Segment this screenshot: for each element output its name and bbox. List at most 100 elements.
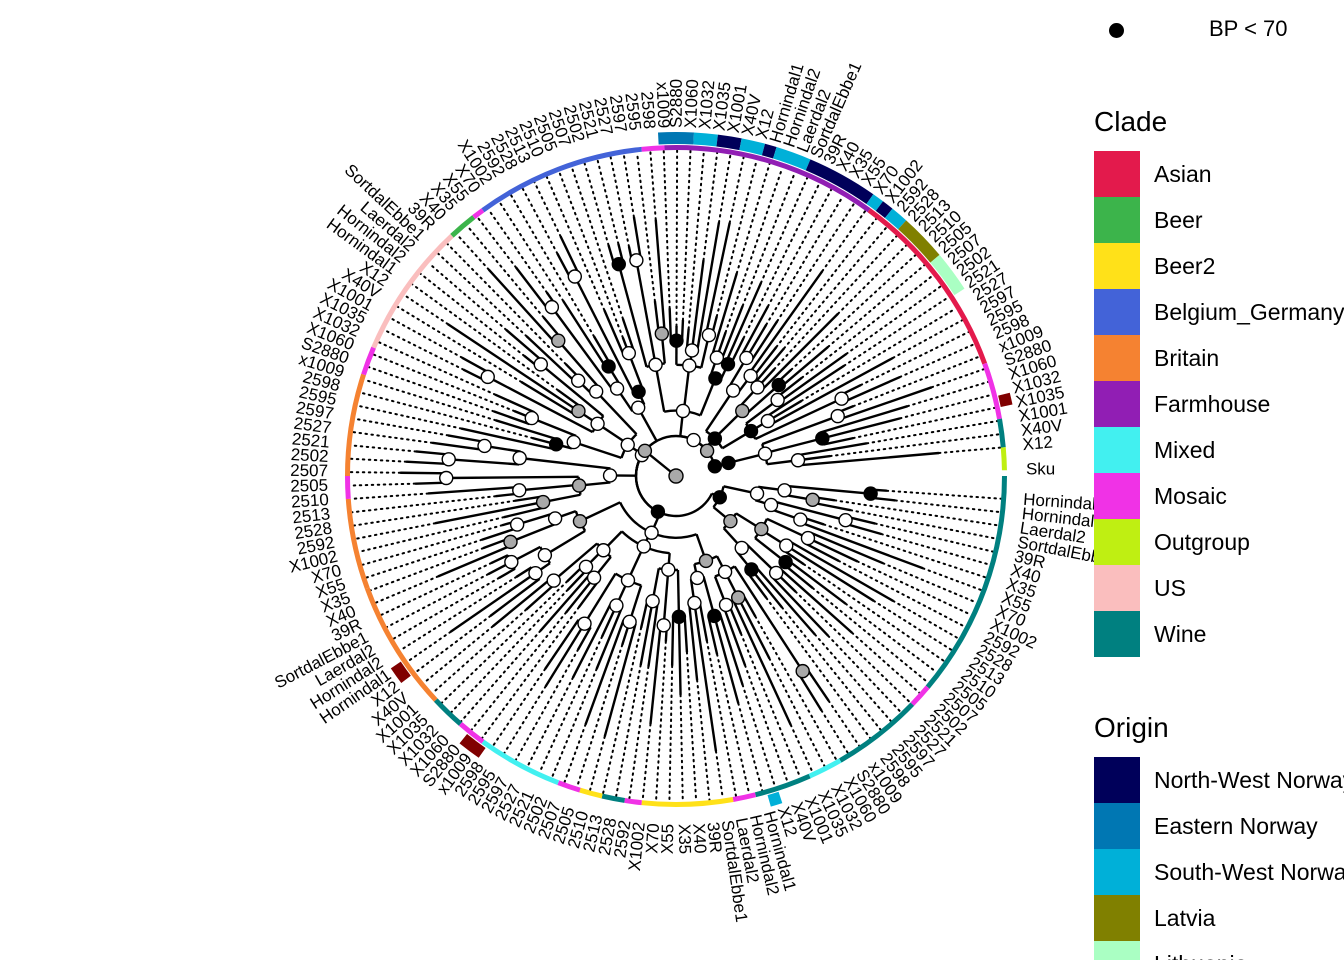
- bootstrap-node: [815, 431, 830, 446]
- clade-swatch: [1094, 289, 1140, 335]
- bootstrap-node: [708, 371, 723, 386]
- tip-labels: Hornindal1Hornindal2Laerdal2SortdalEbbe1…: [271, 59, 1120, 924]
- tip-guide-line: [427, 262, 508, 331]
- tip-label: 39R: [703, 821, 725, 854]
- bootstrap-node: [637, 443, 653, 459]
- clade-label: Belgium_Germany: [1154, 299, 1344, 325]
- origin-ring-segment: [459, 734, 486, 758]
- bootstrap-node: [551, 333, 566, 348]
- tip-guide-line: [685, 651, 698, 803]
- tip-guide-line: [820, 709, 849, 755]
- bootstrap-node: [699, 443, 715, 459]
- tip-guide-line: [813, 633, 892, 723]
- branch-radial: [490, 554, 509, 565]
- tip-guide-line: [521, 187, 559, 255]
- bootstrap-node: [735, 403, 750, 419]
- origin-swatch: [1094, 757, 1140, 803]
- branch-radial: [481, 526, 519, 541]
- tip-label: X70: [642, 823, 663, 854]
- origin-ring-segment: [866, 194, 884, 211]
- clade-legend-item: Outgroup: [1094, 519, 1344, 565]
- tip-guide-line: [856, 560, 972, 616]
- bootstrap-node: [602, 468, 618, 483]
- tip-guide-line: [859, 331, 970, 387]
- origin-ring-segment: [884, 208, 907, 230]
- tip-label: 2502: [290, 445, 329, 466]
- clade-ring-segment: [450, 215, 476, 238]
- clade-ring-segment: [664, 145, 871, 213]
- bootstrap-node: [586, 570, 602, 585]
- tip-label: 2505: [290, 476, 328, 496]
- branch-radial: [654, 364, 666, 412]
- tip-guide-line: [742, 182, 821, 340]
- bootstrap-node: [757, 446, 773, 461]
- origin-ring-segment: [805, 159, 874, 205]
- bootstrap-node: [620, 573, 636, 588]
- clade-label: US: [1154, 575, 1186, 601]
- branch-radial: [764, 437, 823, 455]
- tip-guide-line: [450, 588, 569, 714]
- bootstrap-node: [684, 343, 700, 358]
- origin-ring-segment: [761, 143, 777, 159]
- tip-guide-line: [881, 562, 978, 604]
- branch-radial: [552, 542, 598, 582]
- bootstrap-node: [477, 438, 492, 454]
- tip-guide-line: [906, 380, 990, 408]
- tip-guide-line: [849, 509, 997, 540]
- branch-radial: [771, 499, 846, 522]
- origin-swatch: [1094, 849, 1140, 895]
- branch-radial: [544, 623, 586, 687]
- bootstrap-node: [645, 593, 660, 609]
- branch-radial: [525, 582, 557, 611]
- tip-guide-line: [526, 676, 574, 768]
- bootstrap-node: [609, 381, 625, 396]
- bootstrap-node: [671, 609, 687, 625]
- bp-dot-icon: [1109, 23, 1124, 38]
- branch-radial: [682, 365, 691, 412]
- tip-guide-line: [822, 523, 987, 579]
- tip-guide-line: [399, 575, 518, 652]
- tip-guide-line: [576, 643, 624, 788]
- tip-guide-line: [545, 175, 606, 312]
- clade-ring-segment: [345, 373, 366, 476]
- bootstrap-node: [547, 511, 563, 526]
- branch-radial: [505, 328, 544, 363]
- bootstrap-node: [717, 564, 733, 580]
- bootstrap-node: [760, 413, 776, 429]
- clade-legend-item: US: [1094, 565, 1344, 611]
- tip-guide-line: [440, 580, 569, 704]
- branch-radial: [515, 566, 533, 578]
- tip-guide-line: [492, 667, 547, 747]
- bootstrap-node: [644, 525, 659, 540]
- clade-legend-item: Beer: [1094, 197, 1344, 243]
- tip-label: X40: [689, 823, 710, 854]
- origin-ring-segment: [767, 791, 783, 807]
- bootstrap-node: [770, 392, 785, 408]
- tip-guide-line: [396, 305, 523, 383]
- tip-guide-line: [717, 153, 732, 224]
- branch-radial: [448, 458, 520, 466]
- branch-radial: [820, 405, 908, 434]
- branch-radial: [668, 308, 673, 341]
- bootstrap-node: [654, 326, 670, 341]
- tip-guide-line: [735, 162, 771, 275]
- tip-guide-line: [570, 166, 624, 320]
- tip-guide-line: [894, 499, 1001, 514]
- tip-guide-line: [476, 216, 518, 269]
- tip-label: x1009: [653, 82, 674, 129]
- tip-guide-line: [790, 253, 917, 371]
- branch-radial: [584, 619, 625, 725]
- tip-guide-line: [406, 630, 452, 663]
- tip-guide-line: [768, 657, 826, 768]
- branch-radial: [540, 363, 605, 417]
- origin-label: Eastern Norway: [1154, 813, 1318, 839]
- bootstrap-node: [636, 539, 651, 554]
- tip-guide-line: [538, 635, 604, 774]
- bootstrap-node: [578, 559, 594, 575]
- branch-radial: [495, 419, 558, 441]
- bootstrap-node: [544, 299, 560, 315]
- bootstrap-node: [480, 369, 495, 385]
- clade-label: Outgroup: [1154, 529, 1250, 555]
- tip-guide-line: [845, 285, 942, 355]
- tip-guide-line: [622, 153, 635, 219]
